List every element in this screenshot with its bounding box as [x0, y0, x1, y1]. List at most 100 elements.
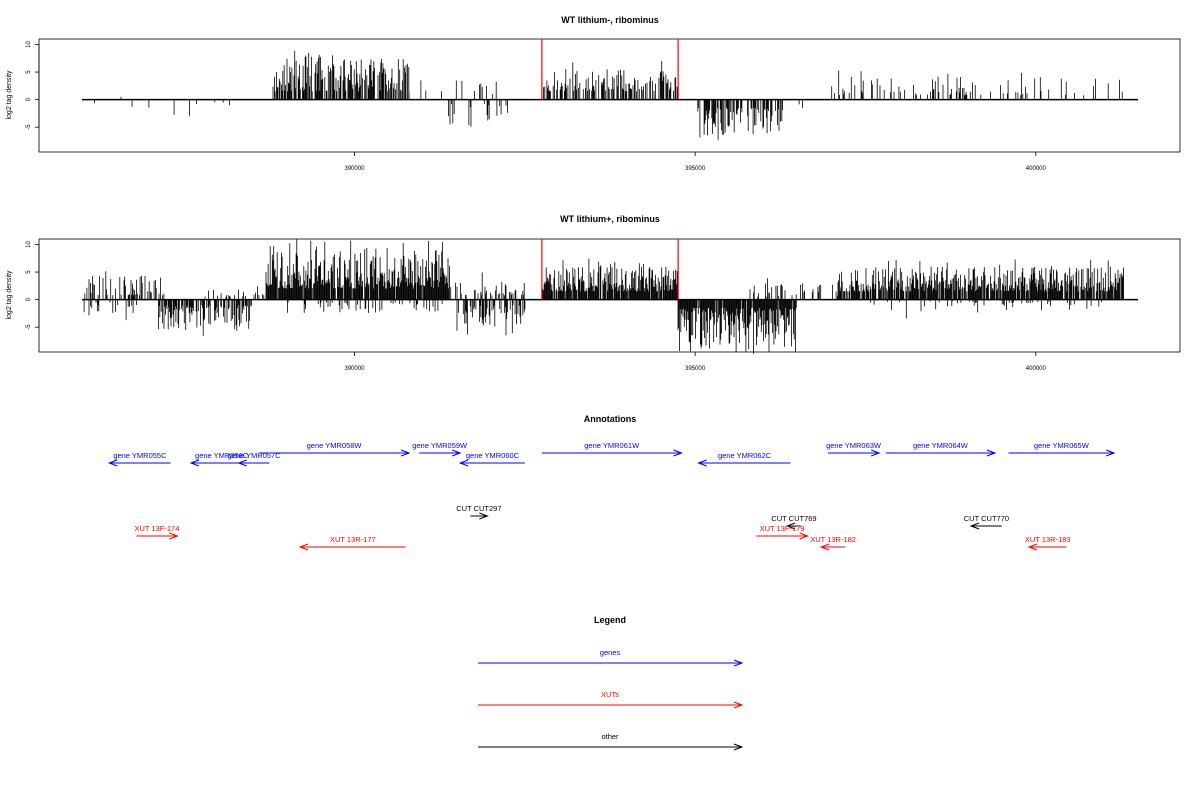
y-tick-label: 10	[26, 41, 32, 48]
feature-arrow-head	[673, 449, 683, 457]
feature-label: gene YMR057C	[227, 451, 281, 460]
feature-arrow	[298, 543, 406, 551]
x-tick-label: 395000	[685, 366, 706, 372]
annotation-feature: XUT 13R-182	[810, 535, 856, 551]
feature-arrow	[828, 449, 881, 457]
feature-arrow-head	[400, 449, 411, 457]
x-tick-label: 400000	[1026, 166, 1047, 172]
feature-arrow	[419, 449, 462, 457]
feature-arrow	[107, 459, 171, 467]
annotation-feature: gene YMR058W	[259, 441, 411, 457]
feature-label: CUT CUT769	[771, 514, 816, 523]
annotation-feature: gene YMR064W	[885, 441, 997, 457]
feature-arrow-head	[298, 543, 309, 551]
legend-item-xut: XUTs	[478, 690, 744, 709]
feature-label: XUT 13F-174	[134, 524, 179, 533]
feature-arrow-head	[451, 449, 462, 457]
legend-label: XUTs	[601, 690, 619, 699]
annotation-feature: gene YMR062C	[697, 451, 791, 467]
annotation-feature: gene YMR063W	[826, 441, 882, 457]
feature-label: gene YMR062C	[718, 451, 772, 460]
annotations-panel: Annotations gene YMR055C gene YMR056Cgene…	[107, 414, 1116, 551]
legend-item-other: other	[478, 732, 744, 751]
x-tick-label: 400000	[1026, 366, 1047, 372]
legend-label: other	[601, 732, 619, 741]
feature-label: XUT 13R-177	[330, 535, 376, 544]
annotation-feature: CUT CUT770	[964, 514, 1009, 530]
panel-1-title: WT lithium-, ribominus	[561, 15, 659, 25]
legend-arrow	[478, 701, 744, 709]
annotation-feature: XUT 13R-183	[1025, 535, 1071, 551]
legend-item-gene: genes	[478, 648, 744, 667]
x-tick-label: 395000	[685, 166, 706, 172]
panel-2-density-bars	[83, 239, 1124, 354]
feature-arrow-head	[1105, 449, 1116, 457]
feature-label: XUT 13F-179	[760, 524, 805, 533]
feature-arrow-head	[237, 459, 247, 467]
panel-2-y-axis-label: log2 tag density	[6, 270, 13, 320]
panel-1-y-axis: 10 5 0 -5	[26, 41, 40, 130]
feature-label: gene YMR064W	[913, 441, 969, 450]
feature-label: gene YMR058W	[307, 441, 363, 450]
panel-2-markers	[541, 239, 679, 300]
feature-arrow	[541, 449, 683, 457]
feature-arrow-head	[697, 459, 707, 467]
feature-label: gene YMR055C	[113, 451, 167, 460]
x-tick-label: 390000	[345, 166, 366, 172]
feature-arrow	[1027, 543, 1067, 551]
feature-arrow-head	[458, 459, 469, 467]
panel-2-title: WT lithium+, ribominus	[560, 214, 660, 224]
feature-label: gene YMR059W	[412, 441, 468, 450]
legend-items: genes XUTs other	[478, 648, 744, 751]
y-tick-label: -5	[26, 124, 32, 130]
panel-1-density-bars	[94, 50, 1123, 140]
annotation-feature: gene YMR061W	[541, 441, 683, 457]
feature-arrow-head	[107, 459, 118, 467]
feature-label: gene YMR060C	[466, 451, 520, 460]
annotation-feature: XUT 13F-179	[756, 524, 809, 540]
legend: Legend genes XUTs other	[478, 615, 744, 751]
feature-arrow-head	[189, 459, 200, 467]
feature-label: gene YMR065W	[1034, 441, 1090, 450]
feature-label: gene YMR061W	[584, 441, 640, 450]
feature-arrow	[1008, 449, 1116, 457]
feature-arrow-head	[986, 449, 997, 457]
feature-arrow	[885, 449, 997, 457]
legend-label: genes	[600, 648, 621, 657]
feature-label: gene YMR056C	[195, 451, 249, 460]
y-tick-label: 0	[26, 97, 32, 101]
annotation-feature: gene YMR055C	[107, 451, 171, 467]
feature-arrow	[136, 532, 179, 540]
y-tick-label: 10	[26, 241, 32, 248]
feature-arrow	[259, 449, 411, 457]
annotation-feature: gene YMR065W	[1008, 441, 1116, 457]
y-tick-label: 5	[26, 270, 32, 274]
feature-arrow-head	[1027, 543, 1038, 551]
panel-1-markers	[541, 39, 679, 100]
annotation-feature: gene YMR057C	[227, 451, 281, 467]
feature-arrow-head	[799, 532, 809, 540]
panel-1-y-axis-label: log2 tag density	[6, 70, 13, 120]
feature-label: XUT 13R-183	[1025, 535, 1071, 544]
feature-arrow-head	[870, 449, 881, 457]
annotation-feature: CUT CUT297	[456, 504, 502, 520]
legend-arrow-head	[733, 743, 744, 751]
density-panel-2: WT lithium+, ribominus 10 5 0 -5 log2 tag d…	[6, 214, 1181, 372]
feature-arrow	[969, 522, 1002, 530]
feature-arrow-head	[169, 532, 179, 540]
annotation-feature: gene YMR060C	[458, 451, 525, 467]
annotation-feature: XUT 13F-174	[134, 524, 179, 540]
annotations-title: Annotations	[584, 414, 637, 424]
feature-arrow	[458, 459, 525, 467]
panel-2-x-axis: 390000 395000 400000	[345, 352, 1047, 372]
annotation-feature: gene YMR059W	[412, 441, 468, 457]
feature-label: CUT CUT297	[456, 504, 501, 513]
annotation-feature: CUT CUT769	[771, 514, 817, 530]
feature-arrow-head	[969, 522, 980, 530]
legend-title: Legend	[594, 615, 626, 625]
feature-arrow	[697, 459, 791, 467]
panel-1-x-axis: 390000 395000 400000	[345, 152, 1047, 172]
y-tick-label: -5	[26, 324, 32, 330]
y-tick-label: 0	[26, 297, 32, 301]
